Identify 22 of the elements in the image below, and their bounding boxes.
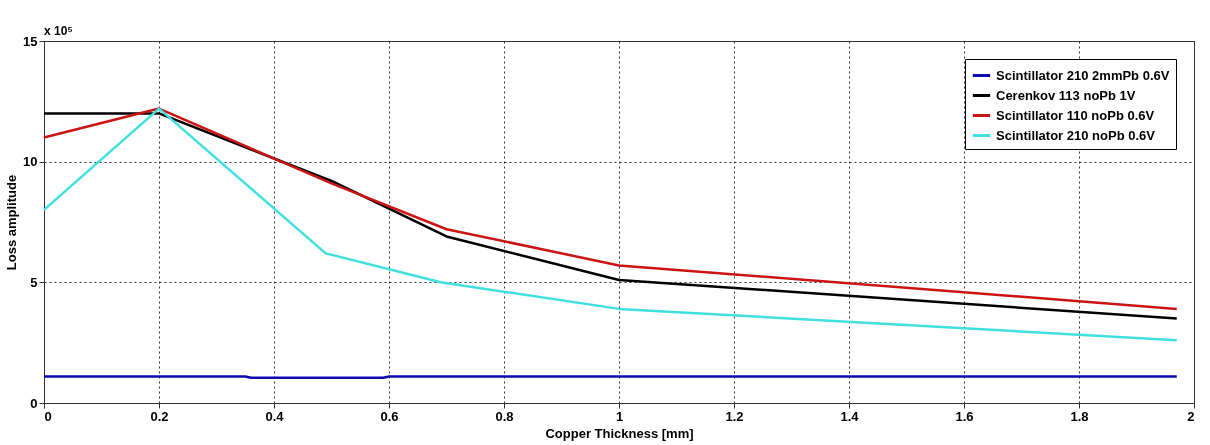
x-axis-title: Copper Thickness [mm] (545, 425, 694, 441)
x-tick-label: 0.8 (495, 408, 514, 424)
legend-label: Scintillator 210 2mmPb 0.6V (996, 67, 1170, 83)
x-tick-label: 0.6 (380, 408, 399, 424)
y-tick-label: 0 (30, 395, 38, 411)
y-tick-label: 5 (30, 274, 38, 290)
x-tick-label: 2 (1187, 408, 1195, 424)
x-tick-label: 1.2 (725, 408, 744, 424)
y-tick-label: 10 (23, 154, 38, 170)
x-tick-label: 0 (44, 408, 52, 424)
x-tick-label: 1 (615, 408, 624, 424)
x-tick-label: 1.6 (955, 408, 974, 424)
y-axis-title: Loss amplitude (4, 174, 20, 271)
x-tick-label: 1.8 (1070, 408, 1089, 424)
legend-label: Cerenkov 113 noPb 1V (996, 87, 1136, 103)
legend-label: Scintillator 110 noPb 0.6V (996, 107, 1155, 123)
x-tick-label: 1.4 (840, 408, 860, 424)
y-tick-label: 15 (23, 33, 38, 49)
legend-label: Scintillator 210 noPb 0.6V (996, 127, 1156, 143)
x-tick-label: 0.4 (265, 408, 285, 424)
x-tick-label: 0.2 (150, 408, 169, 424)
text: x 10⁵ (44, 24, 73, 38)
